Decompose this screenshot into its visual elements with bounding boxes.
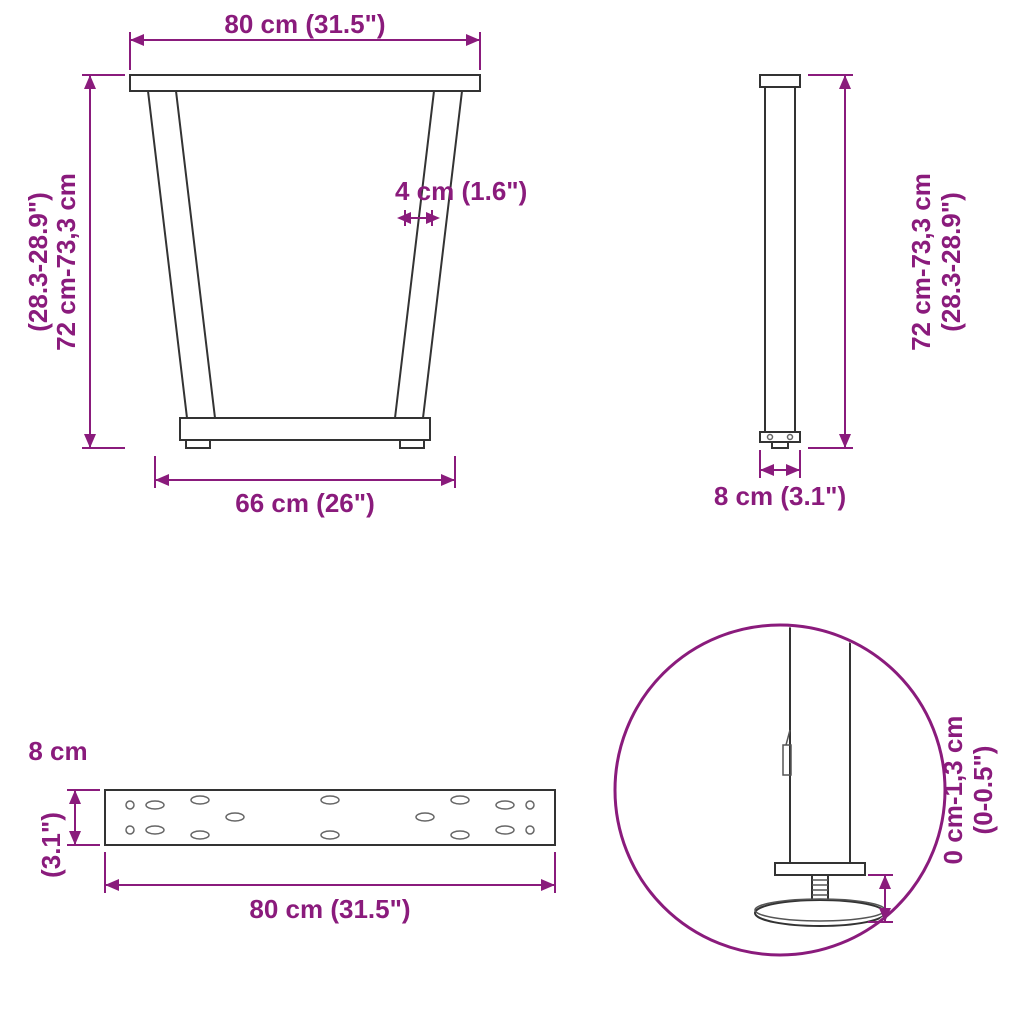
label-top-h-b: (3.1")	[36, 812, 66, 878]
top-view: 8 cm (3.1") 80 cm (31.5")	[28, 736, 555, 924]
label-front-height-b: (28.3-28.9")	[23, 192, 53, 332]
detail-view: 0 cm-1,3 cm (0-0.5")	[615, 610, 998, 955]
label-tube: 4 cm (1.6")	[395, 176, 527, 206]
side-view: 72 cm-73,3 cm (28.3-28.9") 8 cm (3.1")	[714, 75, 966, 511]
label-side-bottom: 8 cm (3.1")	[714, 481, 846, 511]
label-side-height-a: 72 cm-73,3 cm	[906, 173, 936, 351]
label-top-width: 80 cm (31.5")	[224, 9, 385, 39]
front-view: 80 cm (31.5") 72 cm-73,3 cm (28.3-28.9")…	[23, 9, 527, 518]
label-top-h-a: 8 cm	[28, 736, 87, 766]
label-detail-b: (0-0.5")	[968, 746, 998, 835]
label-detail-a: 0 cm-1,3 cm	[938, 716, 968, 865]
dimension-diagram: 80 cm (31.5") 72 cm-73,3 cm (28.3-28.9")…	[0, 0, 1024, 1024]
label-side-height-b: (28.3-28.9")	[936, 192, 966, 332]
label-bottom-width: 66 cm (26")	[235, 488, 375, 518]
label-front-height-a: 72 cm-73,3 cm	[51, 173, 81, 351]
label-topview-width: 80 cm (31.5")	[249, 894, 410, 924]
